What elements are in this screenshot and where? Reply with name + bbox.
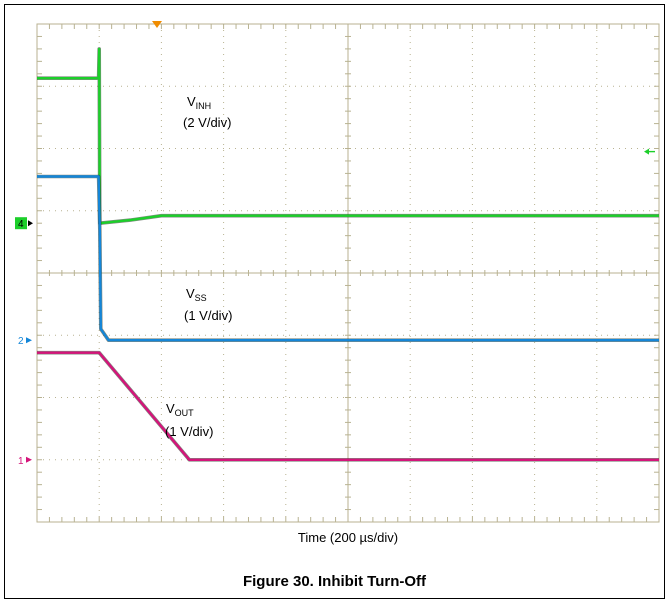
channel-4-tag [15,217,27,230]
figure-caption: Figure 30. Inhibit Turn-Off [242,573,427,590]
channel-1-number: 1 [18,456,24,467]
trigger-marker-icon [152,21,162,28]
channel-2-arrow-icon [26,337,32,344]
traces [37,47,659,462]
vss-scale-label: (1 V/div) [184,308,232,323]
vss-trace [37,175,659,342]
trigger-level-arrowhead [644,148,649,155]
channel-2-number: 2 [18,336,24,347]
figure-frame [4,4,665,599]
vinh-label: VINH [187,94,211,111]
vout-label: VOUT [166,401,194,418]
vss-label: VSS [186,286,207,303]
vout-scale-label: (1 V/div) [165,424,213,439]
channel-4-number: 4 [18,219,24,230]
grid [36,23,660,523]
channel-markers: 4 2 1 [15,148,655,467]
x-axis-label: Time (200 µs/div) [298,530,398,545]
vinh-scale-label: (2 V/div) [183,115,231,130]
vout-trace [37,351,659,461]
channel-4-arrow-icon [28,220,33,227]
channel-1-arrow-icon [26,456,32,463]
